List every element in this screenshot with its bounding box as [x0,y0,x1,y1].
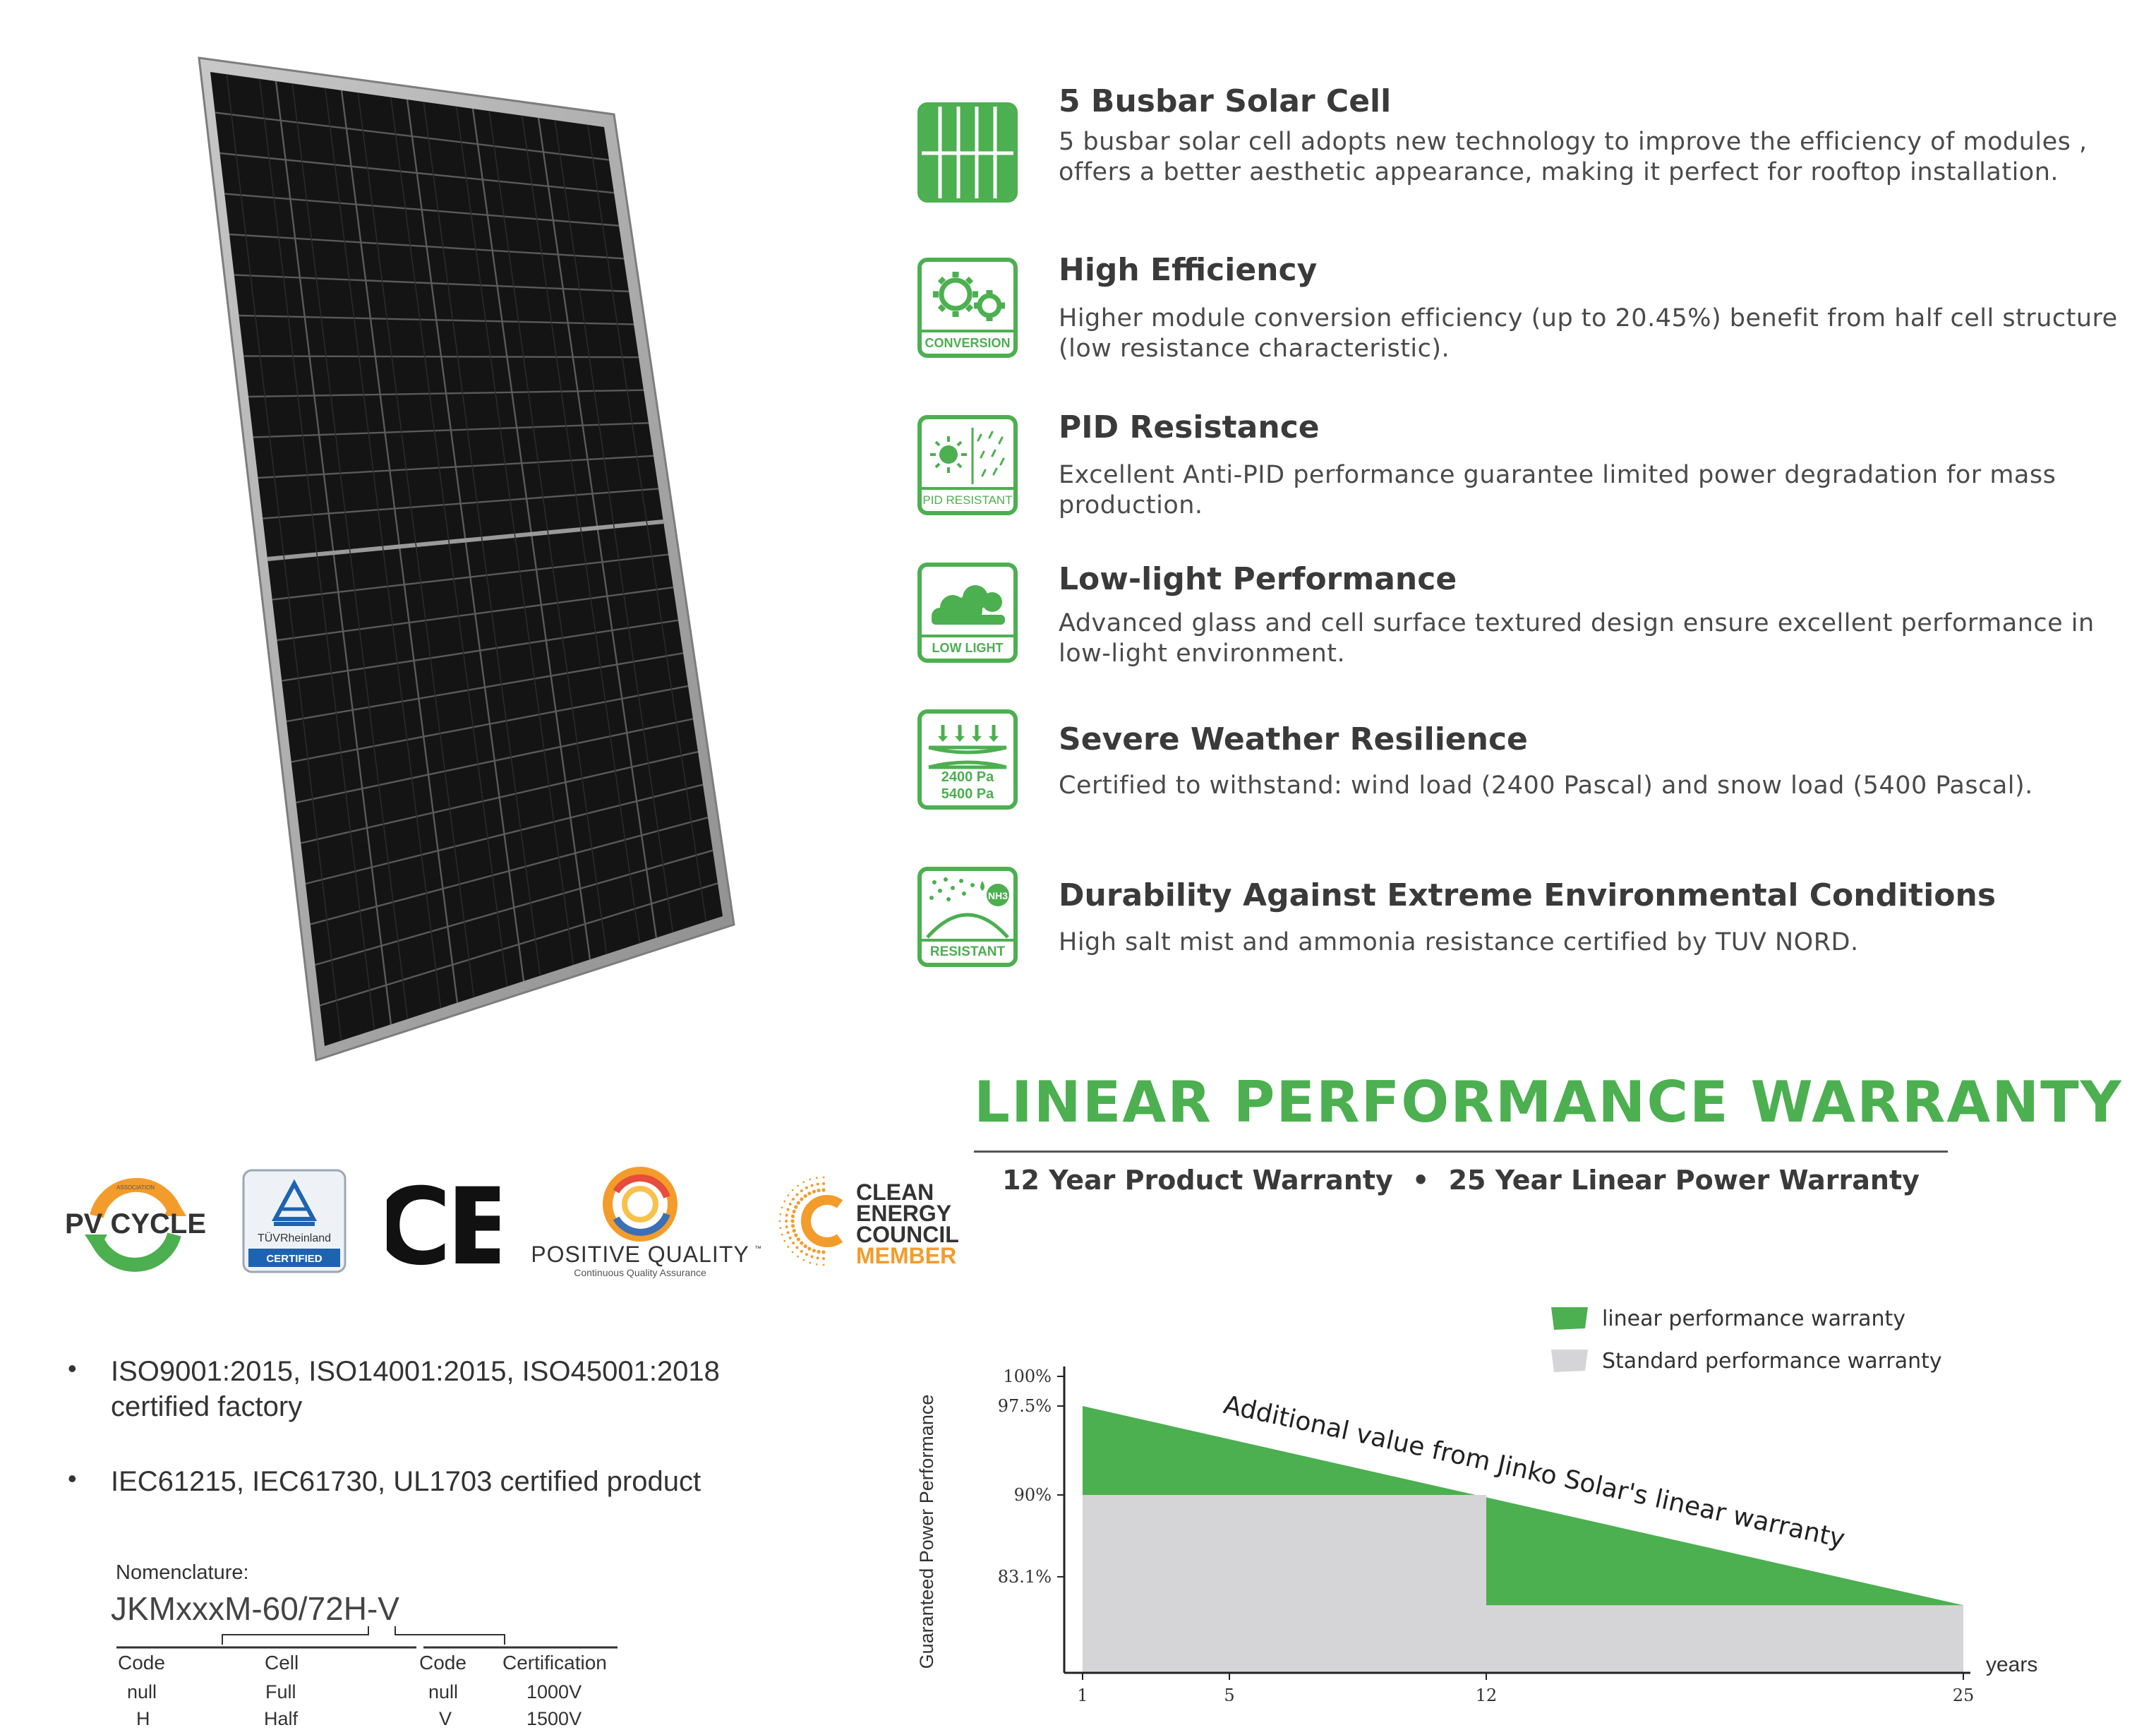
nomenclature-label: Nomenclature: [116,1561,249,1585]
feature-title-weather: Severe Weather Resilience [1059,721,1528,757]
solar-panel-image [183,49,748,1066]
bullet-1: • [68,1354,77,1383]
busbar-cell-icon [917,102,1018,203]
low-light-cloud-icon: LOW LIGHT [917,563,1018,663]
tuv-certified-text: CERTIFIED [266,1253,322,1265]
ce-text: CE [387,1180,500,1272]
y-tick-label: 97.5% [998,1396,1052,1416]
x-tick-label: 12 [1476,1686,1498,1701]
product-warranty-text: 12 Year Product Warranty [1002,1165,1393,1196]
bullet-2: • [68,1464,77,1494]
positive-quality-text: POSITIVE QUALITY [533,1242,749,1267]
clean-energy-council-logo: CLEAN ENERGY COUNCIL MEMBER [773,1172,967,1271]
legend-label: Standard performance warranty [1602,1349,1942,1374]
table1-row1-cell: Full [265,1681,296,1703]
y-tick-label: 90% [1014,1485,1052,1505]
warranty-title: LINEAR PERFORMANCE WARRANTY [974,1069,1948,1135]
x-tick-label: 25 [1953,1686,1975,1701]
table2-row2-cert: 1500V [526,1708,582,1730]
warranty-subtitle: 12 Year Product Warranty • 25 Year Linea… [974,1165,1948,1196]
pid-resistant-icon: PID RESISTANT [917,415,1018,515]
load-5400-text: 5400 Pa [941,786,994,802]
y-axis-label: Guaranteed Power Performance [916,1395,937,1669]
table1-header-code: Code [118,1652,165,1674]
pv-cycle-association-text: ASSOCIATION [116,1184,155,1191]
feature-title-efficiency: High Efficiency [1059,252,1317,288]
power-warranty-text: 25 Year Linear Power Warranty [1449,1165,1920,1196]
feature-title-busbar: 5 Busbar Solar Cell [1059,83,1391,119]
table2-row2-code: V [439,1708,452,1730]
table2-header-code: Code [419,1652,466,1674]
load-2400-text: 2400 Pa [941,769,994,785]
feature-desc-durability: High salt mist and ammonia resistance ce… [1059,927,2131,958]
positive-quality-tm: ™ [754,1245,761,1253]
nh3-badge-text: NH3 [988,890,1008,901]
separator-dot: • [1412,1165,1429,1196]
tuv-text: TÜVRheinland [258,1232,331,1244]
table2-row1-cert: 1000V [526,1681,582,1703]
table2-row1-code: null [428,1681,458,1703]
table2-header-certification: Certification [502,1652,607,1674]
positive-quality-logo: POSITIVE QUALITY ™ Continuous Quality As… [533,1163,766,1287]
cec-member-text: MEMBER [856,1243,956,1268]
conversion-gears-icon: CONVERSION [917,258,1018,358]
cert-iec-text: IEC61215, IEC61730, UL1703 certified pro… [111,1464,817,1499]
table1-row2-code: H [136,1708,150,1730]
y-tick-label: 100% [1003,1366,1052,1386]
positive-quality-subtext: Continuous Quality Assurance [574,1267,706,1278]
cert-iso-text: ISO9001:2015, ISO14001:2015, ISO45001:20… [111,1354,817,1424]
warranty-divider [974,1151,1948,1153]
table1-header-cell: Cell [265,1652,299,1674]
legend-label: linear performance warranty [1602,1306,1905,1331]
table1-row1-code: null [127,1681,157,1703]
low-light-label: LOW LIGHT [922,635,1013,659]
pv-cycle-text: PV CYCLE [65,1208,206,1239]
feature-desc-efficiency: Higher module conversion efficiency (up … [1059,304,2131,364]
pid-resistant-label: PID RESISTANT [922,487,1013,511]
x-axis-label: years [1986,1653,2037,1676]
nomenclature-brackets [106,1621,628,1654]
warranty-chart: 100%97.5%90%83.1%1 5 12 25 Additional value… [896,1292,2054,1701]
pv-cycle-logo: ASSOCIATION PV CYCLE [58,1175,213,1274]
y-tick-label: 83.1% [998,1567,1052,1587]
resistant-label: RESISTANT [922,939,1013,963]
feature-title-lowlight: Low-light Performance [1059,561,1457,597]
legend-swatch [1551,1350,1588,1372]
feature-title-pid: PID Resistance [1059,409,1320,445]
ce-mark-logo: CE [387,1180,500,1272]
feature-desc-pid: Excellent Anti-PID performance guarantee… [1059,460,2131,521]
feature-desc-lowlight: Advanced glass and cell surface textured… [1059,608,2131,669]
legend-swatch [1551,1307,1588,1330]
solar-panel-illustration [183,49,748,1066]
feature-desc-weather: Certified to withstand: wind load (2400 … [1059,771,2131,801]
conversion-label: CONVERSION [922,330,1013,354]
feature-desc-busbar: 5 busbar solar cell adopts new technolog… [1059,127,2131,188]
feature-title-durability: Durability Against Extreme Environmental… [1059,877,1996,913]
tuv-rheinland-logo: TÜVRheinland CERTIFIED [241,1168,347,1274]
x-tick-label: 1 [1077,1686,1088,1701]
table1-row2-cell: Half [264,1708,298,1730]
salt-mist-resistant-icon: NH3 RESISTANT [917,867,1018,967]
load-pressure-icon: 2400 Pa 5400 Pa [917,709,1018,810]
x-tick-label: 5 [1224,1686,1234,1701]
